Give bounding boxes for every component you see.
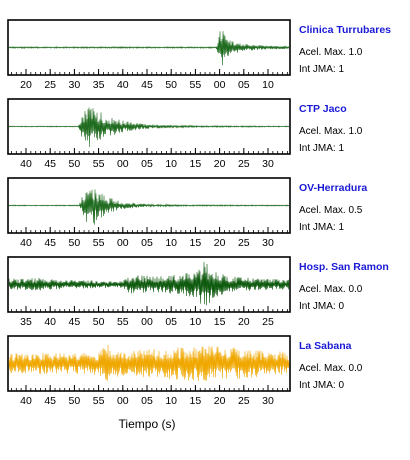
- station-name: Clinica Turrubares: [299, 24, 391, 36]
- tick-label: 45: [44, 395, 56, 407]
- panel-2: 40 45 50 55 00 05 10 15 20 25 30 OV-Herradura Acel. …: [7, 177, 367, 249]
- tick-label: 30: [262, 237, 274, 249]
- waveform-trace: [8, 31, 290, 66]
- tick-label: 50: [93, 316, 105, 328]
- tick-label: 45: [141, 79, 153, 91]
- max-accel-label: Acel. Max. 1.0: [299, 47, 363, 58]
- tick-label: 00: [117, 158, 129, 170]
- panel-1: 40 45 50 55 00 05 10 15 20 25 30 CTP Jaco Acel. Max.…: [7, 98, 363, 170]
- jma-intensity-label: Int JMA: 1: [299, 64, 344, 75]
- tick-label: 35: [93, 79, 105, 91]
- tick-label: 15: [190, 395, 202, 407]
- tick-label: 20: [214, 395, 226, 407]
- tick-label: 20: [214, 158, 226, 170]
- tick-label: 30: [262, 395, 274, 407]
- panel-frame: [7, 256, 291, 313]
- tick-label: 10: [262, 79, 274, 91]
- panel-frame: [7, 335, 291, 392]
- tick-label: 05: [165, 316, 177, 328]
- panel-3: 35 40 45 50 55 00 05 10 15 20 25 Hosp. San Ramon Ace…: [7, 256, 389, 328]
- tick-label: 55: [93, 395, 105, 407]
- max-accel-label: Acel. Max. 0.0: [299, 363, 363, 374]
- tick-label: 00: [141, 316, 153, 328]
- waveform-trace: [8, 344, 290, 382]
- tick-label: 55: [117, 316, 129, 328]
- jma-intensity-label: Int JMA: 1: [299, 222, 344, 233]
- tick-label: 50: [165, 79, 177, 91]
- tick-label: 25: [238, 237, 250, 249]
- max-accel-label: Acel. Max. 0.0: [299, 284, 363, 295]
- tick-label: 40: [20, 158, 32, 170]
- tick-label: 45: [44, 158, 56, 170]
- max-accel-label: Acel. Max. 1.0: [299, 126, 363, 137]
- station-name: Hosp. San Ramon: [299, 261, 389, 273]
- tick-label: 25: [238, 158, 250, 170]
- tick-label: 20: [214, 237, 226, 249]
- tick-label: 30: [262, 158, 274, 170]
- tick-label: 00: [214, 79, 226, 91]
- tick-label: 50: [69, 395, 81, 407]
- tick-label: 25: [44, 79, 56, 91]
- tick-label: 25: [262, 316, 274, 328]
- tick-label: 00: [117, 395, 129, 407]
- max-accel-label: Acel. Max. 0.5: [299, 205, 363, 216]
- tick-label: 15: [214, 316, 226, 328]
- tick-label: 05: [141, 158, 153, 170]
- panel-frame: [7, 98, 291, 155]
- tick-label: 15: [190, 158, 202, 170]
- tick-label: 55: [93, 158, 105, 170]
- tick-label: 10: [190, 316, 202, 328]
- tick-label: 50: [69, 158, 81, 170]
- tick-label: 00: [117, 237, 129, 249]
- tick-label: 10: [165, 158, 177, 170]
- tick-label: 45: [69, 316, 81, 328]
- panel-frame: [7, 19, 291, 76]
- panel-frame: [7, 177, 291, 234]
- x-axis-title: Tiempo (s): [119, 417, 176, 431]
- tick-label: 45: [44, 237, 56, 249]
- tick-label: 05: [141, 237, 153, 249]
- tick-label: 05: [141, 395, 153, 407]
- jma-intensity-label: Int JMA: 1: [299, 143, 344, 154]
- jma-intensity-label: Int JMA: 0: [299, 301, 344, 312]
- tick-label: 40: [20, 395, 32, 407]
- panel-4: 40 45 50 55 00 05 10 15 20 25 30 La Sabana Acel. Max…: [7, 335, 363, 407]
- jma-intensity-label: Int JMA: 0: [299, 380, 344, 391]
- waveform-trace: [8, 189, 290, 225]
- panel-0: 20 25 30 35 40 45 50 55 00 05 10 Clinica Turrubares…: [7, 19, 391, 91]
- station-name: La Sabana: [299, 340, 352, 352]
- tick-label: 55: [93, 237, 105, 249]
- tick-label: 15: [190, 237, 202, 249]
- tick-label: 40: [44, 316, 56, 328]
- tick-label: 10: [165, 395, 177, 407]
- tick-label: 10: [165, 237, 177, 249]
- tick-label: 30: [69, 79, 81, 91]
- station-name: CTP Jaco: [299, 103, 347, 115]
- tick-label: 50: [69, 237, 81, 249]
- tick-label: 40: [20, 237, 32, 249]
- tick-label: 55: [190, 79, 202, 91]
- tick-label: 20: [20, 79, 32, 91]
- tick-label: 05: [238, 79, 250, 91]
- tick-label: 20: [238, 316, 250, 328]
- tick-label: 25: [238, 395, 250, 407]
- waveform-trace: [8, 107, 290, 148]
- tick-label: 40: [117, 79, 129, 91]
- station-name: OV-Herradura: [299, 182, 367, 194]
- tick-label: 35: [20, 316, 32, 328]
- waveform-trace: [8, 261, 290, 306]
